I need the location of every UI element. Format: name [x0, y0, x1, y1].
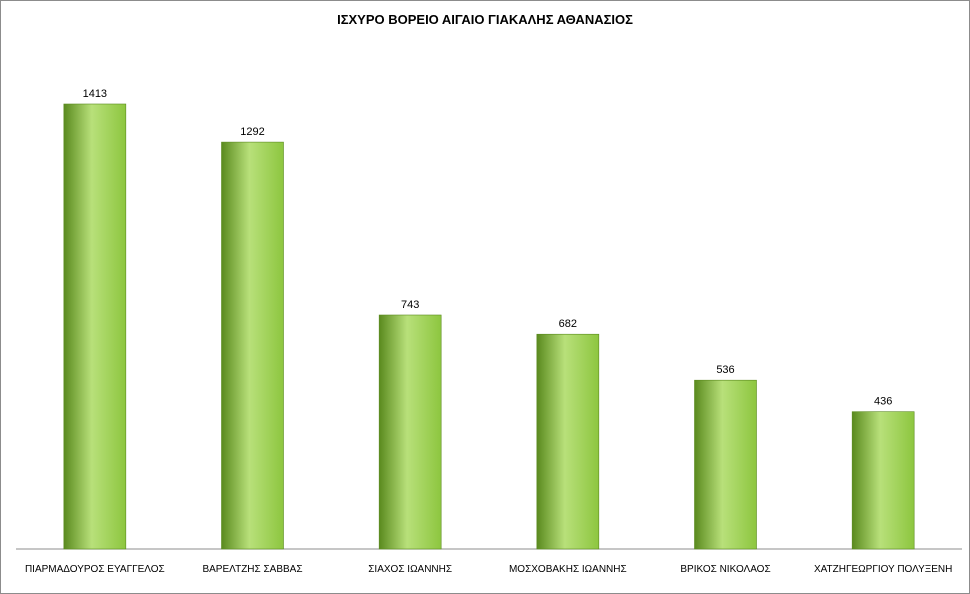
x-tick-label: ΣΙΑΧΟΣ ΙΩΑΝΝΗΣ — [368, 564, 452, 575]
bar — [536, 333, 600, 550]
bar — [378, 314, 442, 550]
chart-title: ΙΣΧΥΡΟ ΒΟΡΕΙΟ ΑΙΓΑΙΟ ΓΙΑΚΑΛΗΣ ΑΘΑΝΑΣΙΟΣ — [337, 12, 633, 27]
x-tick-label: ΠΙΑΡΜΑΔΟΥΡΟΣ ΕΥΑΓΓΕΛΟΣ — [25, 564, 165, 575]
data-label: 682 — [559, 318, 577, 330]
data-label: 1292 — [240, 126, 264, 138]
data-labels: 1413 1292 743 682 536 436 — [83, 88, 893, 408]
data-label: 743 — [401, 299, 419, 311]
x-tick-label: ΒΡΙΚΟΣ ΝΙΚΟΛΑΟΣ — [680, 564, 770, 575]
bar — [694, 379, 757, 550]
x-tick-label: ΧΑΤΖΗΓΕΩΡΓΙΟΥ ΠΟΛΥΞΕΝΗ — [814, 564, 952, 575]
bar — [221, 141, 284, 550]
data-label: 536 — [716, 364, 734, 376]
x-tick-labels: ΠΙΑΡΜΑΔΟΥΡΟΣ ΕΥΑΓΓΕΛΟΣ ΒΑΡΕΛΤΖΗΣ ΣΑΒΒΑΣ ΣΙ… — [25, 564, 952, 575]
x-tick-label: ΒΑΡΕΛΤΖΗΣ ΣΑΒΒΑΣ — [202, 564, 302, 575]
data-label: 1413 — [83, 88, 107, 100]
bar — [63, 103, 127, 550]
bar — [851, 411, 915, 550]
x-tick-label: ΜΟΣΧΟΒΑΚΗΣ ΙΩΑΝΝΗΣ — [509, 564, 627, 575]
bar-series — [63, 103, 915, 550]
data-label: 436 — [874, 396, 892, 408]
